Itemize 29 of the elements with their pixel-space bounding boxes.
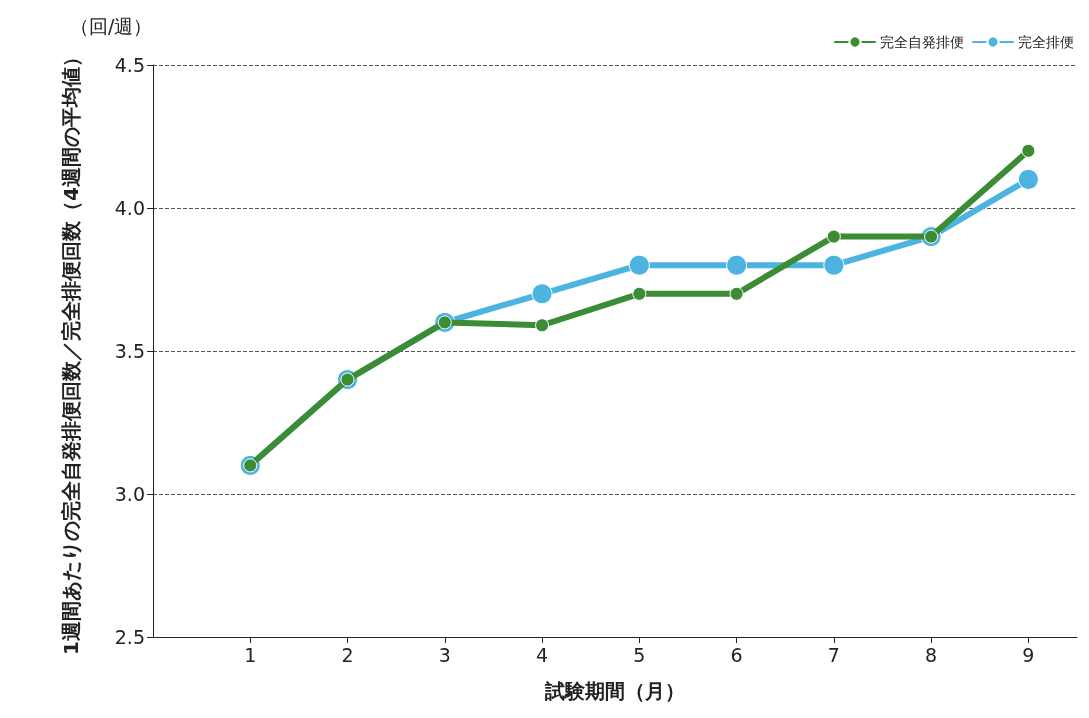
x-tick-label: 7 [827, 643, 840, 666]
y-axis-title: 1週間あたりの完全自発排便回数／完全排便回数（4週間の平均値） [59, 47, 83, 655]
x-tick-label: 2 [341, 643, 354, 666]
y-tick-label: 4.5 [114, 54, 145, 76]
point [1021, 143, 1036, 158]
point [535, 318, 550, 333]
point [826, 229, 841, 244]
point [823, 254, 845, 276]
text: （回/週） [70, 14, 153, 37]
x-tick-label: 5 [633, 643, 646, 666]
y-tick-label: 4.0 [114, 197, 145, 219]
y-tick-label: 3.0 [114, 483, 145, 505]
point [729, 286, 744, 301]
point [726, 254, 748, 276]
point [531, 283, 553, 305]
y-tick-label: 2.5 [114, 626, 145, 648]
x-tick-label: 1 [244, 643, 257, 666]
y-tick-label: 3.5 [114, 340, 145, 362]
point [628, 254, 650, 276]
x-tick-label: 9 [1022, 643, 1035, 666]
x-axis-title: 試験期間（月） [544, 679, 685, 703]
legend-label: 完全排便 [1018, 34, 1074, 50]
x-tick-label: 3 [438, 643, 451, 666]
point [1017, 168, 1039, 190]
point [632, 286, 647, 301]
x-tick-label: 8 [925, 643, 938, 666]
legend-label: 完全自発排便 [880, 34, 964, 50]
x-tick-label: 4 [536, 643, 549, 666]
x-tick-label: 6 [730, 643, 743, 666]
